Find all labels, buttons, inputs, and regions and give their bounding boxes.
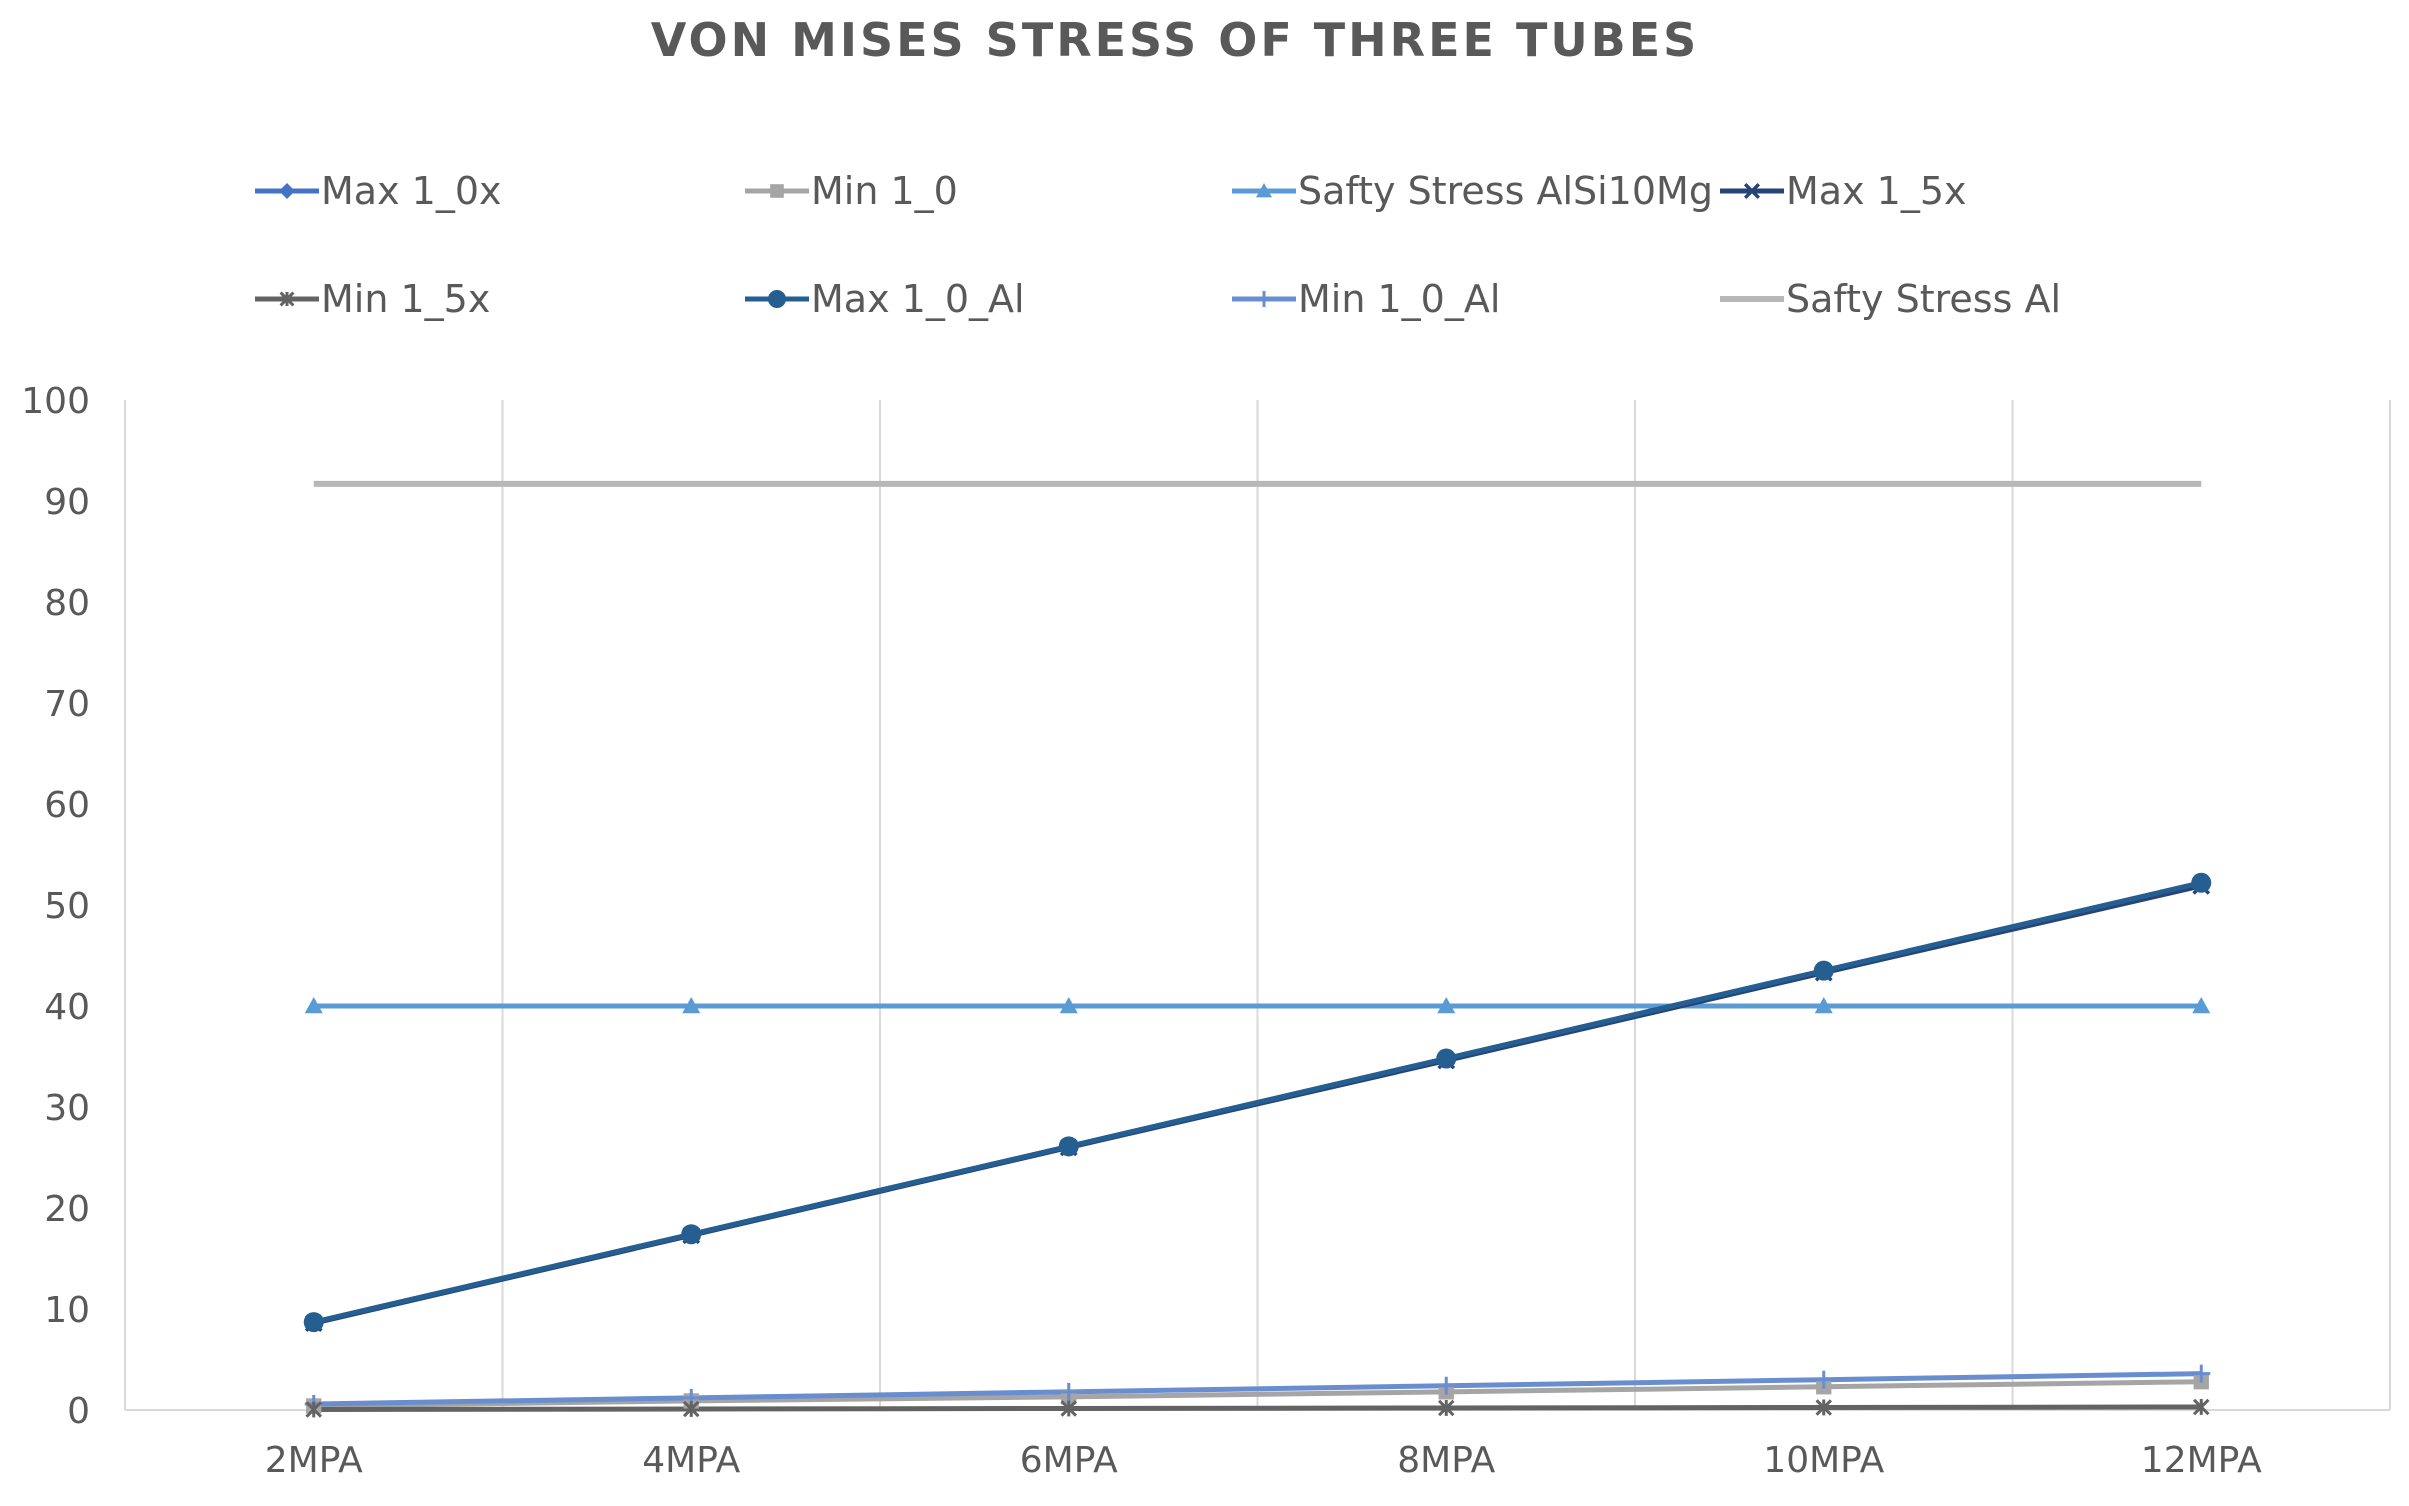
legend-label: Min 1_5x [321, 277, 490, 321]
legend-swatch-marker [279, 183, 295, 199]
data-point-min-1-5x [2192, 1398, 2210, 1416]
y-tick-label: 10 [44, 1290, 90, 1331]
legend-swatch-marker [1256, 291, 1272, 307]
data-point-min-1-0-al [1437, 1376, 1456, 1395]
y-tick-label: 70 [44, 684, 90, 725]
data-point-safty-stress-alsi10mg [2192, 997, 2211, 1014]
data-point-max-1-0-al [1813, 960, 1834, 981]
legend: Max 1_0x Min 1_0 Safty Stress AlSi10Mg Max … [255, 169, 2061, 321]
data-point-safty-stress-alsi10mg [682, 997, 701, 1014]
y-tick-label: 100 [21, 381, 90, 422]
y-tick-label: 90 [44, 482, 90, 523]
legend-item-min-1-0: Min 1_0 [745, 169, 958, 213]
legend-label: Max 1_5x [1786, 169, 1966, 213]
y-tick-label: 60 [44, 785, 90, 826]
y-tick-label: 30 [44, 1088, 90, 1129]
series-line-max-1-0-al [313, 880, 2202, 1325]
data-point-min-1-0-al [2192, 1364, 2211, 1383]
data-point-safty-stress-alsi10mg [1437, 997, 1456, 1014]
chart-title: VON MISES STRESS OF THREE TUBES [651, 13, 1700, 67]
legend-label: Safty Stress Al [1786, 277, 2061, 321]
axes: 0 10 20 30 40 50 60 70 80 90 100 2MPA 4MPA 6MPA 8MPA 10… [21, 381, 2390, 1481]
legend-label: Safty Stress AlSi10Mg [1298, 169, 1713, 213]
legend-swatch-marker [768, 290, 786, 308]
data-point-min-1-5x [1815, 1399, 1833, 1416]
y-tick-label: 50 [44, 886, 90, 927]
legend-label: Min 1_0 [811, 169, 958, 213]
x-tick-label: 6MPA [1020, 1440, 1118, 1481]
data-point-max-1-0-al [1058, 1136, 1079, 1157]
legend-item-max-1-0x: Max 1_0x [255, 169, 501, 213]
data-point-min-1-5x [305, 1401, 323, 1418]
x-tick-label: 4MPA [642, 1440, 740, 1481]
legend-item-max-1-5x: Max 1_5x [1720, 169, 1966, 213]
data-point-min-1-0-al [1059, 1382, 1078, 1401]
y-tick-label: 40 [44, 987, 90, 1028]
legend-item-min-1-0-al: Min 1_0_Al [1232, 277, 1500, 321]
data-point-min-1-5x [1060, 1400, 1078, 1417]
series-markers [303, 872, 2212, 1418]
data-point-safty-stress-alsi10mg [1059, 997, 1078, 1014]
legend-swatch-marker [279, 291, 295, 307]
legend-item-min-1-5x: Min 1_5x [255, 277, 490, 321]
legend-swatch-marker [770, 184, 784, 198]
legend-swatch-marker [1743, 182, 1761, 200]
series-lines [313, 480, 2202, 1412]
data-point-max-1-0-al [303, 1312, 324, 1333]
legend-label: Max 1_0x [321, 169, 501, 213]
data-point-max-1-0-al [681, 1224, 702, 1245]
y-tick-label: 80 [44, 583, 90, 624]
data-point-safty-stress-alsi10mg [1814, 997, 1833, 1014]
data-point-min-1-5x [682, 1400, 700, 1418]
x-tick-label: 8MPA [1397, 1440, 1495, 1481]
legend-item-safty-stress-alsi10mg: Safty Stress AlSi10Mg [1232, 169, 1713, 213]
y-tick-label: 20 [44, 1189, 90, 1230]
series-line-min-1-5x [313, 1404, 2202, 1412]
x-tick-label: 2MPA [265, 1440, 363, 1481]
series-line-min-1-0-al [313, 1371, 2202, 1407]
data-point-min-1-0-al [1814, 1370, 1833, 1389]
legend-swatch-marker [1256, 183, 1272, 198]
x-tick-label: 10MPA [1763, 1440, 1884, 1481]
legend-label: Max 1_0_Al [811, 277, 1025, 321]
gridlines [501, 400, 2391, 1410]
data-point-max-1-0-al [1436, 1048, 1457, 1069]
data-point-max-1-0-al [2191, 872, 2212, 893]
legend-item-max-1-0-al: Max 1_0_Al [745, 277, 1025, 321]
y-tick-label: 0 [67, 1391, 90, 1432]
series-line-min-1-0 [313, 1379, 2202, 1409]
data-point-safty-stress-alsi10mg [304, 997, 323, 1014]
legend-label: Min 1_0_Al [1298, 277, 1500, 321]
data-point-min-1-5x [1437, 1399, 1455, 1417]
legend-item-safty-stress-al: Safty Stress Al [1720, 277, 2061, 321]
x-tick-label: 12MPA [2141, 1440, 2262, 1481]
